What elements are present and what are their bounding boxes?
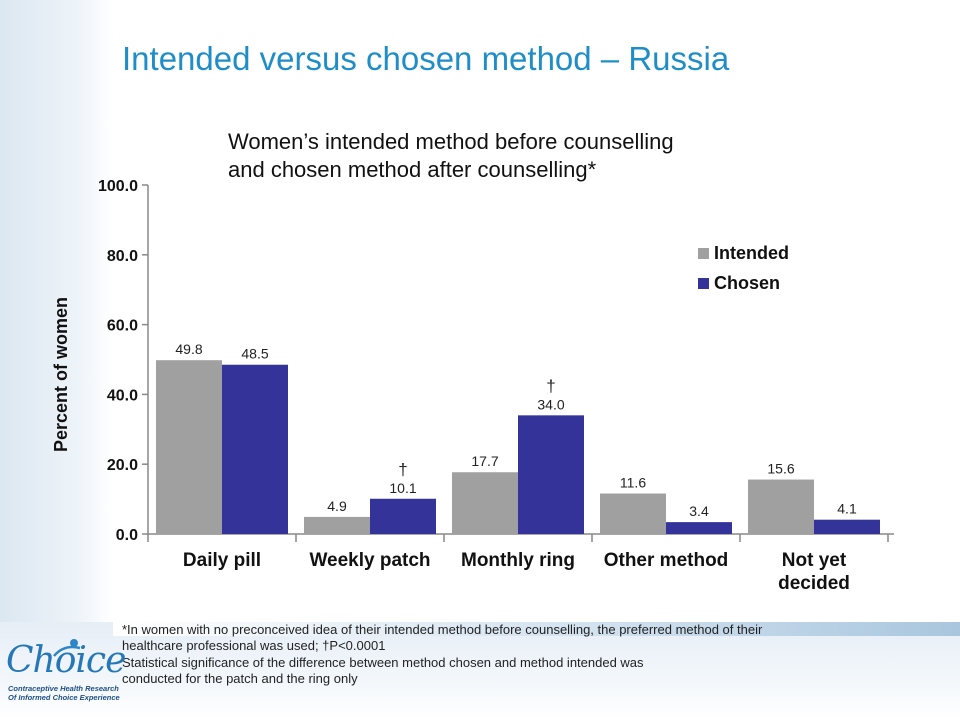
bar-intended bbox=[600, 493, 666, 534]
logo-tagline-line: Contraceptive Health Research bbox=[8, 684, 119, 693]
bar-chosen bbox=[814, 519, 880, 534]
x-category-label: Weekly patch bbox=[309, 550, 430, 571]
logo-wordmark: Choice bbox=[6, 640, 126, 681]
significance-marker: † bbox=[398, 460, 407, 479]
footnote: *In women with no preconceived idea of t… bbox=[122, 622, 952, 687]
logo-tagline: Contraceptive Health Research Of Informe… bbox=[8, 684, 120, 702]
bar-chart: 0.0 20.0 40.0 60.0 80.0 100.0 Percent of women… bbox=[51, 178, 894, 594]
bar-chosen bbox=[222, 364, 288, 534]
y-tick-label: 40.0 bbox=[107, 387, 138, 404]
data-label: 4.1 bbox=[837, 501, 857, 517]
legend-label: Intended bbox=[714, 243, 789, 263]
bar-intended bbox=[452, 472, 518, 534]
y-tick-label: 60.0 bbox=[107, 318, 138, 335]
bar-intended bbox=[304, 516, 370, 534]
data-label: 34.0 bbox=[537, 396, 564, 412]
x-category-label: decided bbox=[778, 573, 850, 594]
legend-swatch bbox=[698, 278, 709, 289]
bar-chosen bbox=[518, 415, 584, 534]
y-tick-label: 100.0 bbox=[98, 178, 138, 195]
footnote-line: conducted for the patch and the ring onl… bbox=[122, 671, 358, 686]
y-axis-label: Percent of women bbox=[51, 297, 71, 452]
significance-marker: † bbox=[546, 376, 555, 395]
y-tick-label: 0.0 bbox=[116, 527, 138, 544]
y-tick-label: 80.0 bbox=[107, 248, 138, 265]
legend-label: Chosen bbox=[714, 273, 780, 293]
chart-subtitle: Women’s intended method before counselli… bbox=[228, 128, 828, 184]
x-category-label: Daily pill bbox=[183, 550, 261, 571]
data-label: 11.6 bbox=[620, 475, 646, 491]
footer-rule bbox=[113, 622, 960, 636]
footnote-line: healthcare professional was used; †P<0.0… bbox=[122, 638, 386, 653]
data-label: 17.7 bbox=[471, 453, 498, 469]
bar-intended bbox=[156, 360, 222, 534]
x-category-label: Other method bbox=[604, 550, 729, 571]
data-label: 49.8 bbox=[175, 341, 202, 357]
data-label: 10.1 bbox=[389, 480, 416, 496]
page-title: Intended versus chosen method – Russia bbox=[122, 40, 730, 77]
bar-intended bbox=[748, 479, 814, 534]
side-decor-strip bbox=[0, 0, 113, 720]
bar-chosen bbox=[370, 498, 436, 534]
bar-chosen bbox=[666, 522, 732, 534]
subtitle-line: and chosen method after counselling* bbox=[228, 157, 597, 182]
x-category-label: Not yet bbox=[782, 550, 847, 571]
footer-band bbox=[0, 622, 960, 720]
footnote-line: Statistical significance of the differen… bbox=[122, 655, 644, 670]
logo-swoosh-icon bbox=[53, 639, 81, 657]
x-category-label: Monthly ring bbox=[461, 550, 575, 571]
choice-logo: Choice Contraceptive Health Research Of … bbox=[6, 639, 126, 716]
y-tick-label: 20.0 bbox=[107, 457, 138, 474]
legend-swatch bbox=[698, 248, 709, 259]
data-label: 48.5 bbox=[241, 346, 268, 362]
data-label: 3.4 bbox=[689, 503, 709, 519]
footnote-line: *In women with no preconceived idea of t… bbox=[122, 622, 763, 637]
data-label: 15.6 bbox=[767, 461, 794, 477]
logo-tagline-line: Of Informed Choice Experience bbox=[8, 693, 120, 702]
subtitle-line: Women’s intended method before counselli… bbox=[228, 129, 674, 154]
data-label: 4.9 bbox=[327, 498, 347, 514]
